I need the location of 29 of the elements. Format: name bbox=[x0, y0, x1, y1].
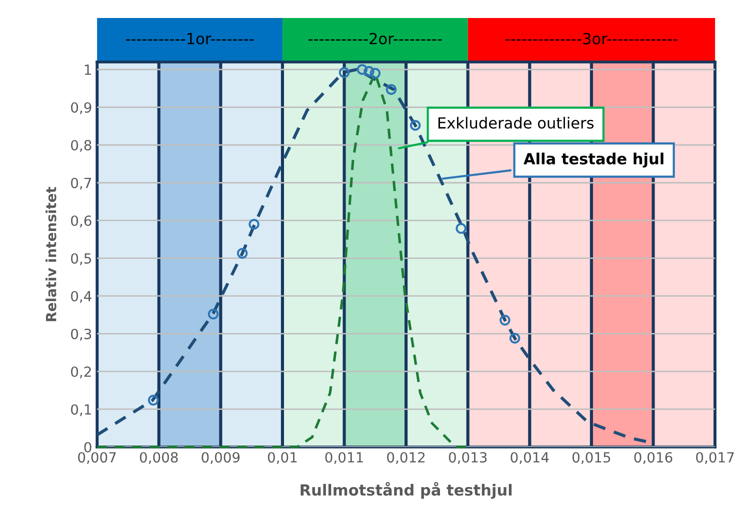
x-tick-label: 0,008 bbox=[140, 452, 178, 464]
y-tick-label: 0,1 bbox=[71, 404, 91, 416]
y-tick-label: 0,6 bbox=[71, 215, 92, 228]
x-tick-label: 0,015 bbox=[572, 452, 610, 464]
y-tick-label: 0,9 bbox=[71, 102, 92, 114]
y-tick-label: 0,5 bbox=[71, 253, 91, 266]
y-tick-label: 0,2 bbox=[71, 366, 91, 378]
x-tick-label: 0,012 bbox=[387, 452, 425, 464]
annotation: Exkluderade outliers bbox=[438, 116, 594, 129]
x-tick-label: 0,017 bbox=[696, 452, 734, 464]
band-label: -----------2or--------- bbox=[308, 32, 442, 44]
y-tick-label: 1 bbox=[84, 64, 91, 75]
band-label: -----------1or-------- bbox=[126, 33, 254, 44]
x-tick-label: 0,011 bbox=[325, 452, 363, 464]
x-tick-label: 0,013 bbox=[448, 452, 487, 464]
x-tick-label: 0,016 bbox=[634, 452, 672, 464]
x-tick-label: 0,009 bbox=[202, 452, 240, 464]
y-axis-title: Relativ intensitet bbox=[46, 186, 56, 322]
y-tick-label: 0,3 bbox=[71, 328, 92, 341]
y-tick-label: 0,7 bbox=[71, 178, 92, 190]
annotation: Alla testade hjul bbox=[524, 152, 664, 168]
y-tick-label: 0,4 bbox=[71, 290, 92, 303]
x-axis-title: Rullmotstånd på testhjul bbox=[300, 482, 512, 499]
x-tick-label: 0,007 bbox=[78, 452, 116, 464]
y-tick-label: 0 bbox=[84, 442, 92, 452]
x-tick-label: 0,01 bbox=[268, 452, 297, 464]
y-tick-label: 0,8 bbox=[71, 140, 92, 152]
x-tick-label: 0,014 bbox=[510, 452, 549, 464]
band-label: --------------3or------------- bbox=[506, 32, 678, 44]
